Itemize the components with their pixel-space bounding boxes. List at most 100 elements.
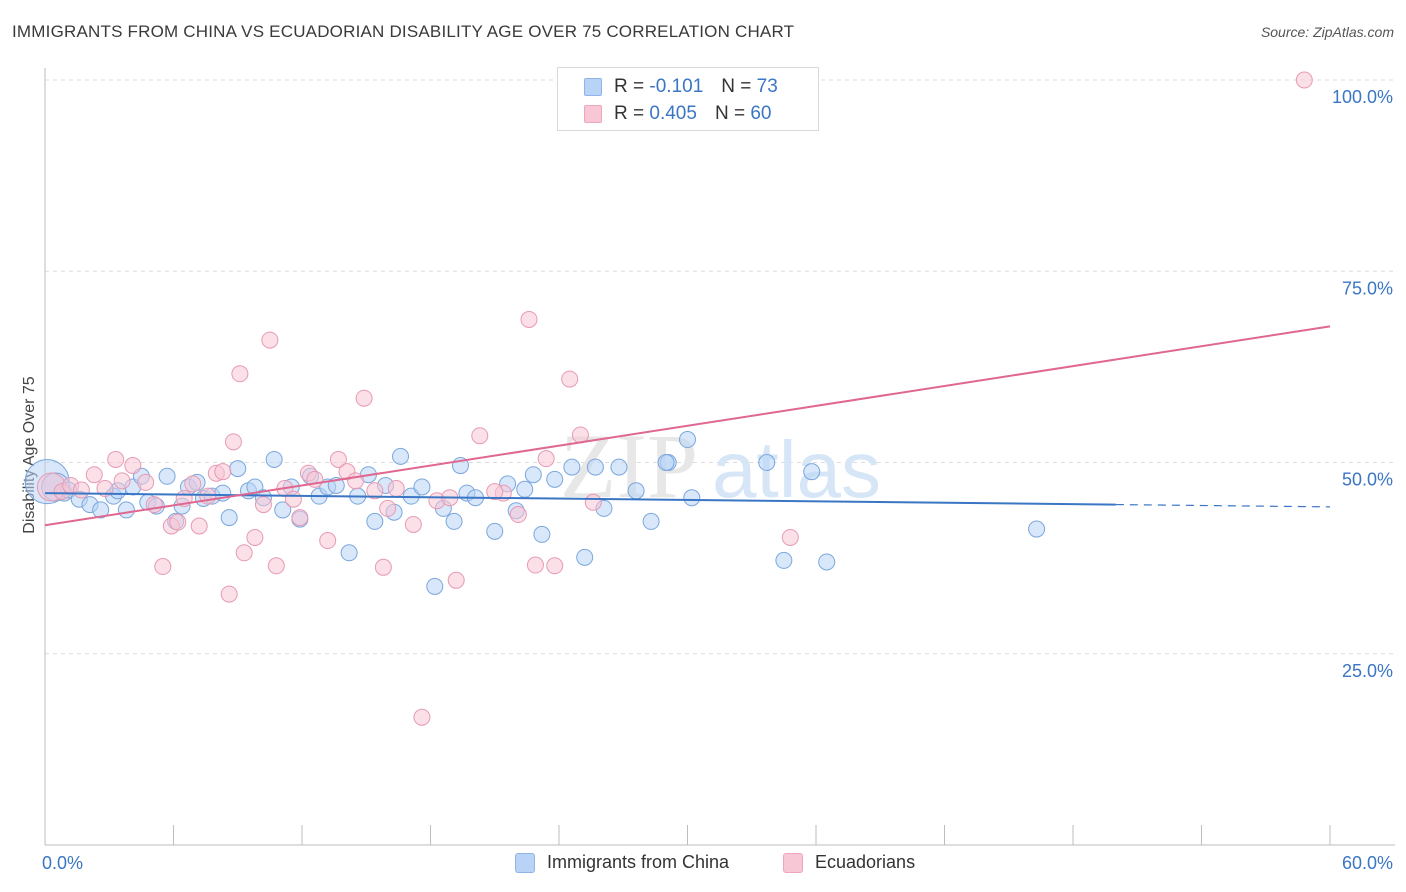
ecuador-point (220, 585, 238, 603)
china-point (220, 509, 238, 527)
ecuador-point (85, 466, 103, 484)
china-point (413, 478, 431, 496)
ecuador-point (347, 472, 365, 490)
ecuador-point (267, 557, 285, 575)
china-point (445, 512, 463, 530)
ecuador-point (137, 473, 155, 491)
china-point (265, 450, 283, 468)
correlation-legend: R = -0.101 N = 73 R = 0.405 N = 60 (557, 67, 819, 131)
ecuador-point (1295, 71, 1313, 89)
legend-item-china[interactable]: Immigrants from China (515, 852, 729, 873)
china-point (775, 551, 793, 569)
china-point (642, 512, 660, 530)
china-point (486, 522, 504, 540)
ecuador-point (509, 506, 527, 524)
china-point (117, 501, 135, 519)
ecuador-point (224, 433, 242, 451)
y-tick-label: 75.0% (1342, 278, 1393, 298)
china-point (533, 525, 551, 543)
china-point (657, 454, 675, 471)
legend-label-china: Immigrants from China (547, 852, 730, 872)
china-point (758, 454, 776, 471)
china-point (366, 512, 384, 530)
ecuador-point (486, 483, 504, 501)
legend-swatch-china (515, 852, 535, 873)
legend-row-china: R = -0.101 N = 73 (584, 74, 778, 100)
china-point (679, 431, 696, 449)
y-tick-label: 25.0% (1342, 661, 1393, 681)
legend-label-ecuador: Ecuadorians (815, 852, 916, 872)
ecuador-point (96, 480, 114, 498)
ecuador-point (355, 389, 373, 407)
china-point (340, 544, 358, 562)
china-point (683, 489, 701, 507)
legend-n-label: N = (721, 76, 752, 97)
tick-labels: 25.0% 50.0% 75.0% 100.0% 0.0% 60.0% (42, 87, 1393, 873)
china-point (158, 467, 176, 485)
ecuador-point (537, 450, 555, 468)
ecuador-point (235, 544, 253, 562)
legend-r-value-china: -0.101 (649, 76, 704, 97)
ecuador-point (261, 331, 279, 349)
ecuador-point (319, 532, 337, 550)
legend-r-value-ecuador: 0.405 (649, 103, 697, 124)
legend-swatch-china (584, 78, 602, 96)
legend-n-label: N = (714, 103, 746, 124)
ecuador-point (374, 558, 392, 576)
ecuador-point (526, 556, 544, 574)
axes (44, 68, 1395, 846)
legend-item-ecuador[interactable]: Ecuadorians (783, 852, 915, 873)
ecuador-point (284, 490, 302, 508)
ecuador-point (72, 481, 90, 499)
legend-swatch-ecuador (584, 105, 602, 123)
china-point (610, 458, 628, 476)
ecuador-point (214, 463, 232, 481)
watermark-atlas: atlas (712, 425, 881, 514)
ecuador-point (520, 310, 538, 328)
ecuador-point (246, 528, 264, 546)
series-ecuador-points (36, 71, 1313, 726)
trend-lines (44, 325, 1331, 527)
y-tick-label: 50.0% (1342, 470, 1393, 490)
ecuador-point (124, 457, 142, 475)
ecuador-point (584, 493, 602, 511)
chart-title: IMMIGRANTS FROM CHINA VS ECUADORIAN DISA… (12, 22, 795, 41)
china-point (576, 548, 594, 566)
ecuador-point (154, 558, 172, 576)
source-label: Source: ZipAtlas.com (1260, 24, 1394, 40)
legend-swatch-ecuador (783, 852, 803, 873)
china-trend-extension (1115, 503, 1331, 508)
ecuador-point (447, 571, 465, 589)
china-point (426, 577, 444, 595)
ecuador-point (366, 482, 384, 500)
ecuador-point (231, 365, 249, 383)
legend-r-label: R = (614, 103, 645, 124)
china-point (524, 466, 542, 484)
ecuador-point (184, 475, 202, 493)
china-trend-line (44, 492, 1116, 506)
legend-n-value-china: 73 (756, 76, 778, 97)
china-point (229, 460, 247, 478)
china-point (392, 447, 410, 465)
china-point (274, 501, 292, 519)
ecuador-point (404, 515, 422, 533)
legend-n-value-ecuador: 60 (750, 103, 772, 124)
china-point (586, 458, 604, 476)
ecuador-point (291, 509, 309, 527)
china-point (546, 470, 564, 488)
series-legend: Immigrants from China Ecuadorians (0, 852, 1406, 878)
x-tick-label: 0.0% (42, 853, 83, 873)
ecuador-point (471, 427, 489, 445)
ecuador-point (413, 708, 431, 726)
y-tick-label: 100.0% (1332, 87, 1393, 107)
grid-lines (45, 79, 1395, 655)
ecuador-point (329, 450, 347, 468)
china-point (563, 458, 581, 476)
x-tick-label: 60.0% (1342, 853, 1393, 873)
china-point (516, 480, 534, 498)
ecuador-point (254, 496, 272, 514)
ecuador-point (190, 517, 208, 535)
ecuador-point (379, 499, 397, 517)
ecuador-point (113, 472, 131, 490)
